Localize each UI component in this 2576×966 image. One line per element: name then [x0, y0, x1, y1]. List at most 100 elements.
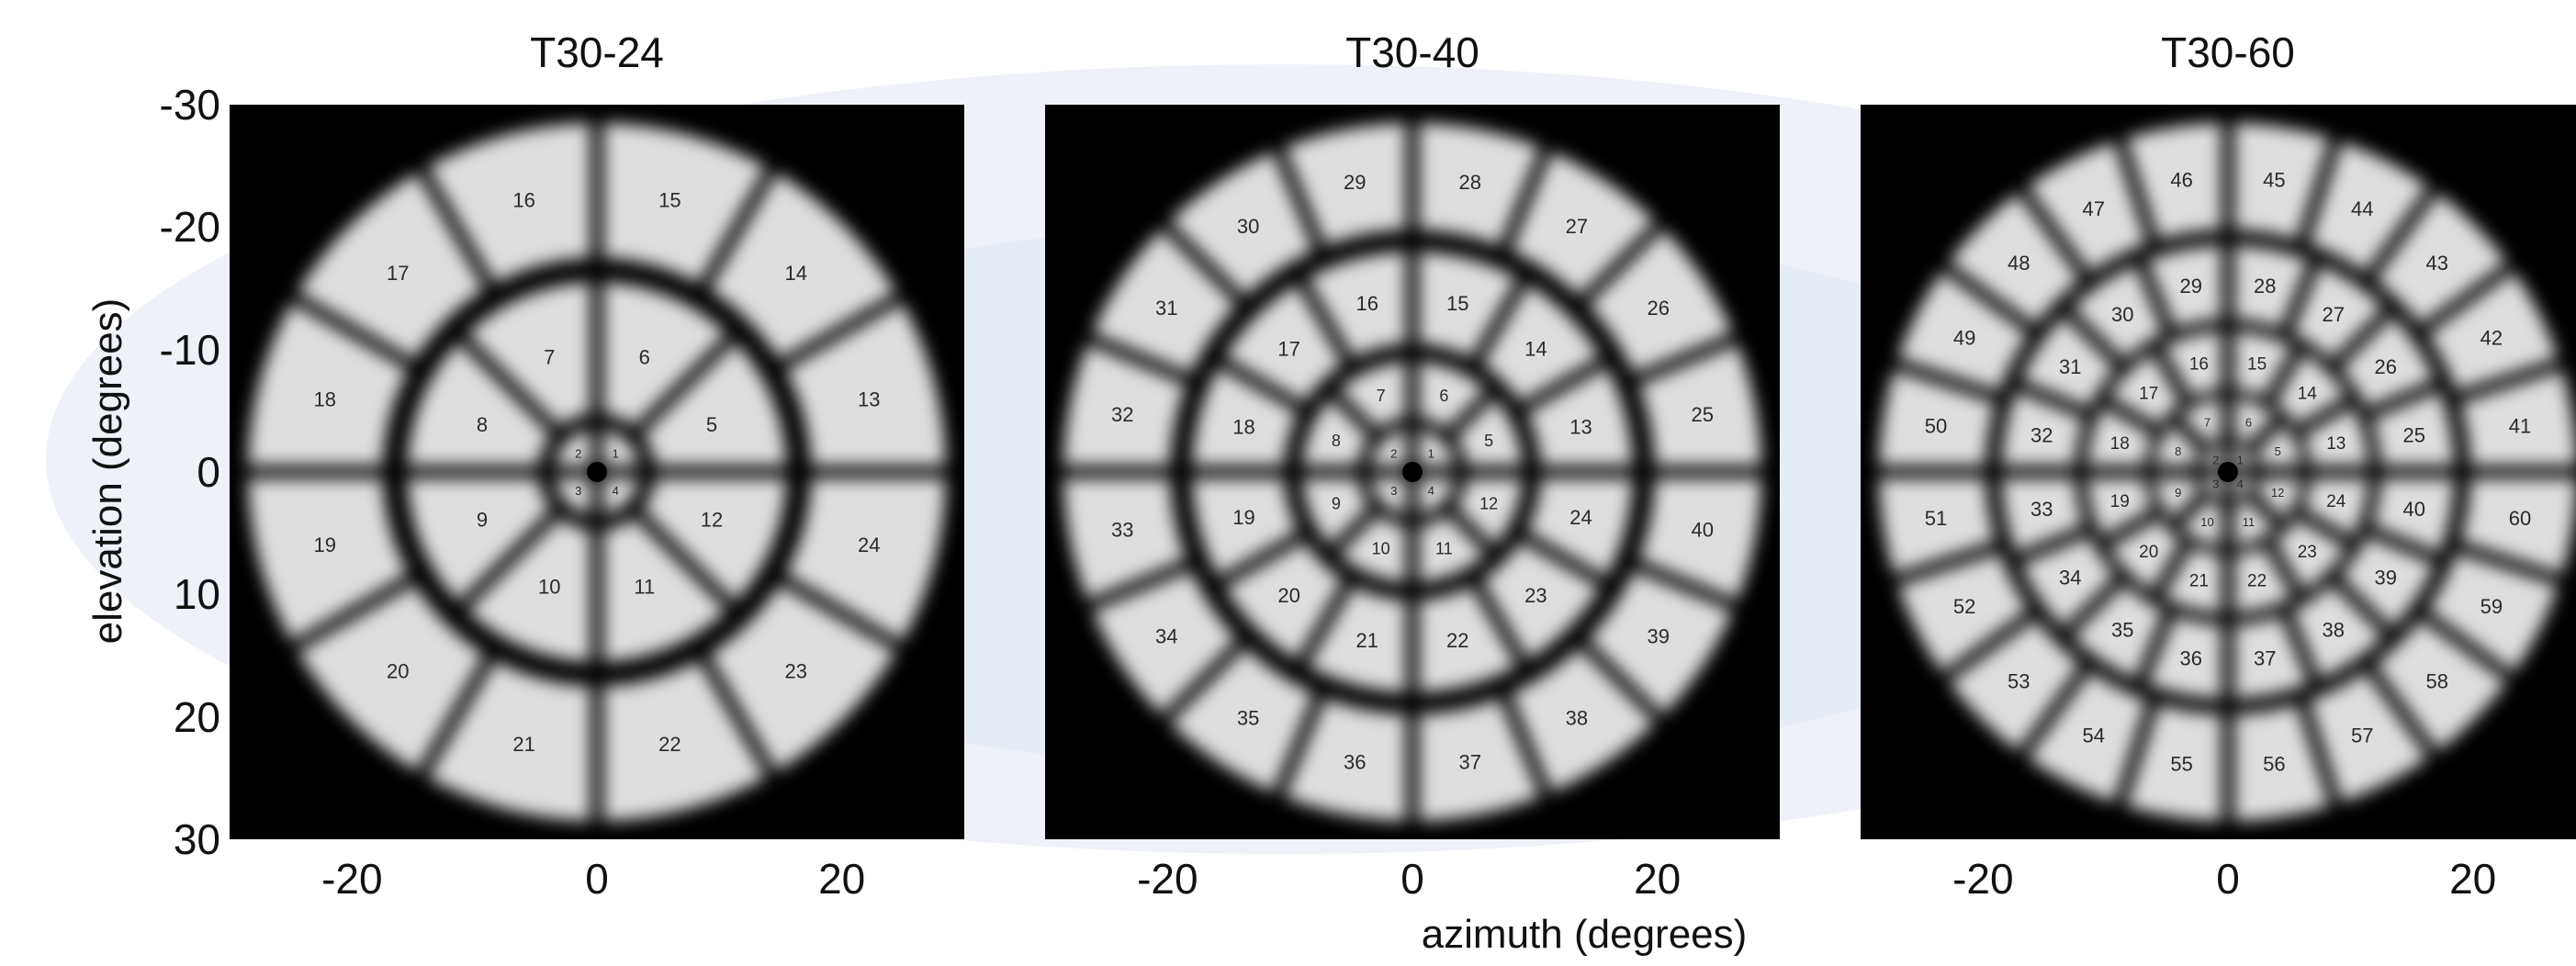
sector: [1638, 344, 1761, 466]
sector: [1511, 647, 1655, 792]
sector: [1456, 399, 1523, 466]
sector-label: 28: [2254, 275, 2276, 298]
sector-label: 47: [2083, 197, 2105, 220]
sector-label: 42: [2480, 327, 2503, 350]
x-tick-label: -20: [321, 855, 383, 903]
sector-label: 8: [1332, 432, 1341, 450]
sector: [2460, 478, 2576, 574]
sector: [1192, 478, 1299, 577]
x-tick-label: 0: [585, 855, 609, 903]
sector-label: 18: [2110, 434, 2130, 454]
sector: [1511, 152, 1655, 297]
sector-label: 18: [314, 388, 336, 410]
sector-label: 39: [2375, 567, 2397, 590]
sector-label: 33: [2030, 498, 2053, 521]
sector: [2255, 424, 2301, 466]
x-axis-label: azimuth (degrees): [1421, 912, 1748, 957]
sector-label: 59: [2480, 595, 2503, 618]
sector: [709, 584, 896, 771]
sector-label: 13: [858, 388, 880, 410]
sector: [1419, 698, 1540, 821]
sector-group: [1063, 123, 1761, 821]
sector-label: 53: [2008, 669, 2030, 692]
sector-label: 24: [858, 534, 880, 556]
fixation-dot: [1402, 462, 1423, 482]
sector-label: 20: [1277, 584, 1299, 607]
sector-label: 49: [1953, 327, 1975, 350]
sector: [298, 584, 485, 771]
sector: [1308, 586, 1406, 692]
sector-label: 23: [785, 660, 807, 683]
fixation-dot: [2218, 462, 2238, 482]
sector: [602, 477, 640, 515]
sector-label: 7: [2204, 415, 2210, 429]
sector-label: 36: [1344, 751, 1366, 774]
sector-label: 15: [658, 189, 681, 212]
sector-label: 8: [2175, 444, 2181, 458]
sector: [1526, 478, 1633, 577]
sector: [2375, 193, 2507, 325]
sector-label: 27: [1566, 215, 1588, 238]
sector: [2001, 478, 2085, 553]
sector: [554, 429, 591, 466]
sector-label: 3: [2212, 477, 2219, 491]
sector: [2147, 245, 2222, 329]
sector: [1339, 515, 1406, 582]
sector-label: 21: [2189, 571, 2209, 590]
sector: [1192, 367, 1299, 466]
sector: [2275, 519, 2347, 591]
sector: [248, 478, 409, 641]
fixation-dot: [587, 462, 607, 482]
sector-label: 2: [575, 446, 581, 460]
sector-label: 8: [477, 413, 488, 436]
y-tick-label: 10: [173, 570, 220, 619]
sector: [2163, 546, 2222, 613]
sector-label: 31: [1155, 297, 1177, 320]
y-tick-label: 30: [173, 815, 220, 863]
sector-label: 25: [1692, 403, 1714, 426]
sector: [2087, 478, 2154, 537]
sector-label: 48: [2008, 252, 2030, 275]
sector: [2371, 478, 2455, 553]
sector: [1418, 429, 1456, 466]
sector: [1418, 477, 1456, 515]
sector: [2275, 353, 2347, 425]
sector: [1369, 477, 1407, 515]
sector-label: 23: [1524, 584, 1547, 607]
sector: [1879, 370, 1996, 466]
sector: [1170, 647, 1314, 792]
sector-label: 6: [639, 346, 650, 369]
sector: [1638, 478, 1761, 600]
sector-label: 15: [2247, 355, 2267, 375]
sector-label: 20: [2139, 543, 2158, 562]
sector: [2302, 407, 2369, 466]
sector: [1419, 586, 1517, 692]
sector-label: 34: [2059, 567, 2081, 590]
sector-label: 52: [1953, 595, 1975, 618]
x-tick-label: 20: [1634, 855, 1682, 903]
sector-label: 24: [1569, 506, 1592, 529]
sector: [1092, 570, 1237, 714]
sector: [785, 478, 946, 641]
sector: [1224, 542, 1343, 660]
sector: [2309, 141, 2428, 273]
sector-label: 19: [314, 534, 336, 556]
sector-label: 13: [2326, 434, 2345, 454]
sector: [1302, 399, 1369, 466]
sector-label: 60: [2509, 507, 2531, 530]
sector-label: 29: [1344, 171, 1366, 194]
sector-label: 11: [1435, 539, 1453, 557]
sector-label: 16: [512, 189, 534, 212]
sector: [467, 517, 591, 662]
sector-label: 38: [2323, 619, 2345, 642]
sector-label: 18: [1232, 416, 1254, 439]
sector: [2087, 407, 2154, 466]
sector: [1949, 193, 2081, 325]
sector: [2154, 424, 2200, 466]
sector: [2255, 478, 2301, 520]
sector-label: 37: [1459, 751, 1481, 774]
sector: [428, 660, 591, 821]
sector-label: 31: [2059, 355, 2081, 378]
